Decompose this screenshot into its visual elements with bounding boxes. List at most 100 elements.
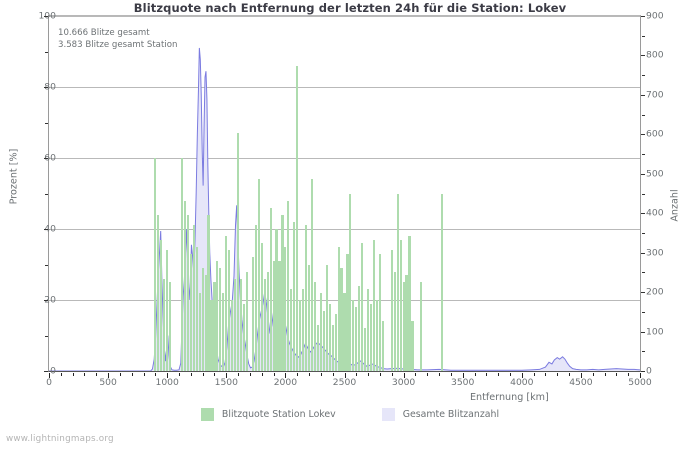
- x-axis-minor-tick: [592, 373, 594, 376]
- y-axis-left-tick-label: 80: [44, 81, 56, 93]
- x-axis-minor-tick: [309, 373, 311, 376]
- bar: [367, 289, 370, 371]
- x-axis-minor-tick: [320, 373, 322, 376]
- y-axis-right-minor-tick: [642, 193, 645, 195]
- legend-item[interactable]: Blitzquote Station Lokev: [200, 408, 336, 421]
- legend-label: Gesamte Blitzanzahl: [402, 409, 500, 420]
- x-axis-minor-tick: [96, 373, 98, 376]
- x-axis-minor-tick: [628, 373, 630, 376]
- bar: [186, 214, 189, 371]
- bar: [213, 282, 216, 371]
- y-axis-right-minor-tick: [642, 272, 645, 274]
- y-axis-left-minor-tick: [45, 264, 48, 266]
- bar: [239, 278, 243, 371]
- x-axis-tick-label: 0: [46, 377, 52, 388]
- legend-swatch-green: [200, 408, 214, 421]
- x-axis-minor-tick: [72, 373, 74, 376]
- x-axis-tick: [344, 373, 346, 378]
- bar: [269, 207, 272, 371]
- bar: [310, 179, 314, 371]
- bar: [166, 250, 169, 371]
- x-axis-tick-label: 3000: [391, 377, 416, 388]
- y-axis-right-tick-label: 900: [646, 10, 664, 22]
- y-axis-left-tick: [44, 300, 48, 301]
- x-axis-minor-tick: [450, 373, 452, 376]
- y-axis-right-tick-label: 500: [646, 168, 664, 180]
- y-axis-right-minor-tick: [642, 114, 645, 116]
- bar: [216, 260, 219, 371]
- x-axis-minor-tick: [143, 373, 145, 376]
- x-axis-tick: [462, 373, 464, 378]
- watermark: www.lightningmaps.org: [6, 434, 114, 444]
- bar: [390, 250, 393, 371]
- legend-item[interactable]: Gesamte Blitzanzahl: [381, 408, 500, 421]
- bar: [198, 292, 201, 371]
- bar: [325, 264, 328, 371]
- y-axis-right-minor-tick: [642, 35, 645, 37]
- x-axis-tick-label: 3500: [450, 377, 475, 388]
- y-axis-left-tick: [44, 87, 48, 88]
- x-axis-minor-tick: [190, 373, 192, 376]
- bar: [331, 324, 334, 371]
- bar: [183, 200, 186, 371]
- x-axis-minor-tick: [119, 373, 121, 376]
- x-axis-minor-tick: [391, 373, 393, 376]
- y-axis-left-minor-tick: [45, 122, 48, 124]
- x-axis-tick-label: 1500: [214, 377, 238, 388]
- x-axis-tick-label: 500: [99, 377, 117, 388]
- bar: [378, 253, 382, 371]
- y-axis-left-minor-tick: [45, 51, 48, 53]
- x-axis-label: Entfernung [km]: [470, 392, 549, 403]
- bar: [195, 246, 198, 371]
- bar: [361, 243, 364, 371]
- bar: [251, 257, 254, 371]
- bar: [337, 246, 340, 371]
- x-axis-tick: [285, 373, 287, 378]
- x-axis-tick: [580, 373, 582, 378]
- bar: [355, 307, 358, 371]
- x-axis-minor-tick: [379, 373, 381, 376]
- bar: [160, 239, 163, 371]
- x-axis-minor-tick: [439, 373, 441, 376]
- bar: [234, 278, 237, 371]
- x-axis-minor-tick: [84, 373, 86, 376]
- bar: [228, 250, 231, 371]
- y-axis-right-tick: [641, 331, 645, 333]
- bar: [237, 133, 240, 371]
- y-axis-right-tick-label: 300: [646, 247, 664, 259]
- bar: [393, 271, 396, 371]
- bar: [313, 282, 316, 371]
- bar: [257, 179, 260, 371]
- y-axis-right-tick-label: 800: [646, 49, 664, 61]
- bar: [225, 236, 228, 371]
- bar: [411, 321, 414, 371]
- y-axis-right-tick: [641, 55, 645, 57]
- y-axis-right-tick: [641, 371, 645, 372]
- gridline: [49, 87, 640, 88]
- bar: [349, 193, 352, 371]
- bar: [260, 243, 263, 371]
- gridline: [49, 16, 640, 17]
- y-axis-right-tick-label: 200: [646, 286, 664, 298]
- plot-area: [48, 15, 641, 372]
- y-axis-left-tick-label: 60: [44, 152, 56, 164]
- y-axis-left-label: Prozent [%]: [8, 148, 20, 205]
- x-axis-minor-tick: [131, 373, 133, 376]
- x-axis-minor-tick: [179, 373, 181, 376]
- y-axis-right-tick: [641, 94, 645, 96]
- bar: [364, 328, 367, 371]
- annotation-total-strikes: 10.666 Blitze gesamt: [58, 28, 150, 38]
- bar: [296, 65, 299, 371]
- x-axis-tick-label: 2000: [273, 377, 298, 388]
- bar: [207, 214, 210, 371]
- bar: [358, 285, 361, 371]
- bar: [372, 239, 376, 371]
- y-axis-right-tick-label: 700: [646, 89, 664, 101]
- x-axis-tick: [49, 373, 50, 378]
- bar: [219, 268, 222, 371]
- x-axis-tick-label: 5000: [628, 377, 652, 388]
- y-axis-right-label: Anzahl: [669, 189, 681, 222]
- x-axis-minor-tick: [273, 373, 275, 376]
- x-axis-minor-tick: [238, 373, 240, 376]
